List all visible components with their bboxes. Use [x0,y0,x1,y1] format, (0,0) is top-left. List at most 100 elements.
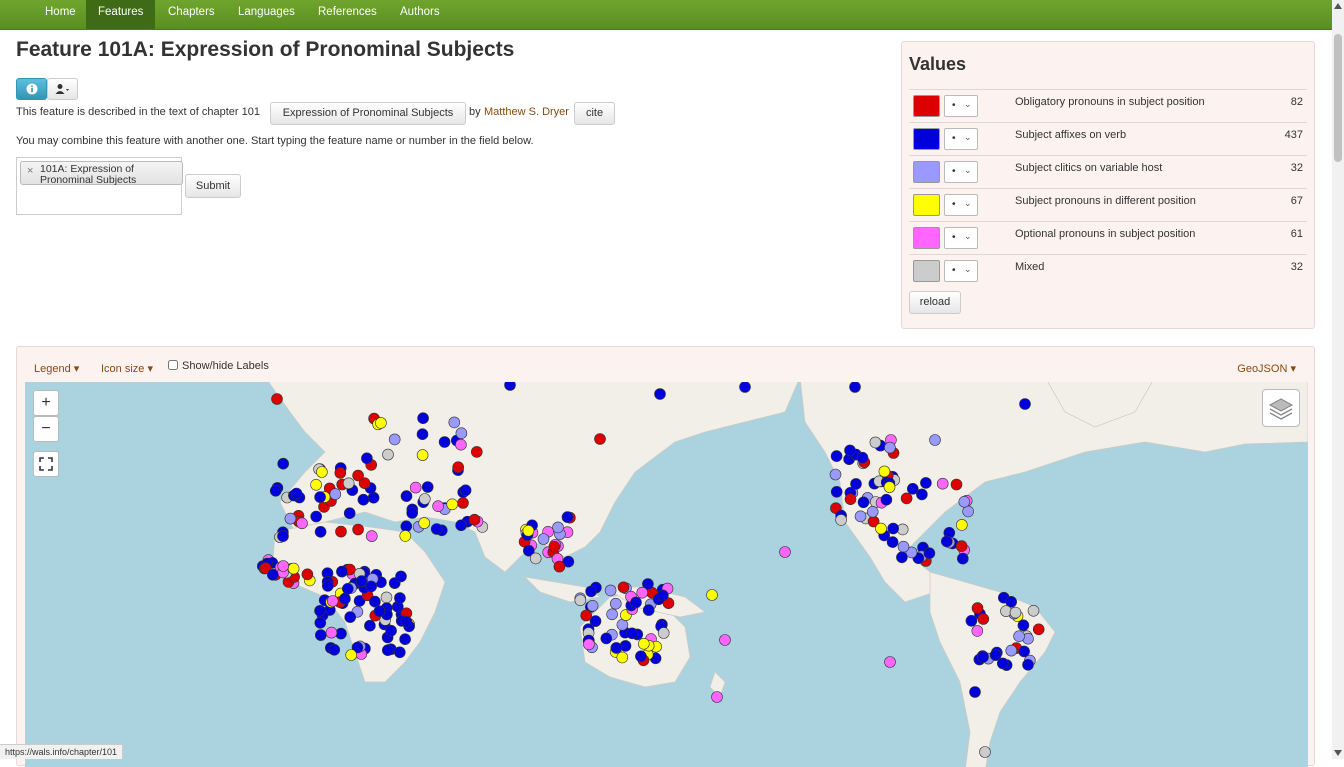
language-point[interactable] [406,507,419,519]
language-point[interactable] [561,511,574,523]
language-point[interactable] [269,485,282,497]
language-point[interactable] [849,382,861,393]
language-point[interactable] [1032,623,1045,636]
language-point[interactable] [1000,605,1012,617]
language-point[interactable] [971,602,984,614]
language-point[interactable] [866,506,879,518]
language-point[interactable] [399,633,411,646]
nav-references[interactable]: References [318,6,377,18]
scrollbar-thumb[interactable] [1334,34,1342,162]
language-point[interactable] [329,488,342,500]
language-point[interactable] [355,575,368,587]
language-point[interactable] [880,493,893,506]
value-swatch[interactable] [913,194,940,216]
language-point[interactable] [352,523,364,536]
language-point[interactable] [343,507,356,519]
language-point[interactable] [916,488,928,501]
selected-feature-tag[interactable]: × 101A: Expression of Pronominal Subject… [20,161,183,185]
language-point[interactable] [400,616,413,628]
language-point[interactable] [900,492,913,505]
language-point[interactable] [1013,630,1025,642]
language-point[interactable] [779,546,791,558]
world-map[interactable]: + − [25,382,1308,767]
language-point[interactable] [905,546,918,559]
language-point[interactable] [365,530,378,542]
value-swatch[interactable] [913,128,940,150]
nav-authors[interactable]: Authors [400,6,440,18]
language-point[interactable] [393,646,406,659]
language-point[interactable] [977,613,990,625]
language-point[interactable] [609,597,622,610]
language-points[interactable] [257,382,1045,758]
language-point[interactable] [367,491,380,504]
language-point[interactable] [956,552,969,565]
language-point[interactable] [365,580,378,593]
language-point[interactable] [380,591,393,604]
language-point[interactable] [448,416,461,429]
language-point[interactable] [452,461,465,473]
language-point[interactable] [259,562,272,574]
language-point[interactable] [310,479,322,491]
language-point[interactable] [585,585,597,598]
language-point[interactable] [548,540,561,553]
language-point[interactable] [636,586,649,599]
language-point[interactable] [830,486,843,498]
nav-features[interactable]: Features [86,0,156,29]
language-point[interactable] [314,629,327,641]
language-point[interactable] [884,441,896,454]
language-point[interactable] [314,617,327,629]
language-point[interactable] [373,605,386,617]
nav-chapters[interactable]: Chapters [168,6,215,18]
language-point[interactable] [418,517,431,529]
language-point[interactable] [706,589,718,601]
language-point[interactable] [955,540,968,552]
language-point[interactable] [844,493,857,505]
language-point[interactable] [600,632,613,645]
language-point[interactable] [562,555,575,568]
value-swatch[interactable] [913,260,940,282]
language-point[interactable] [936,477,949,490]
language-point[interactable] [923,547,936,559]
language-point[interactable] [325,626,338,639]
language-point[interactable] [604,584,617,597]
language-point[interactable] [358,477,371,489]
language-point[interactable] [929,434,941,446]
zoom-in-button[interactable]: + [33,390,59,416]
nav-home[interactable]: Home [45,6,76,18]
language-point[interactable] [400,490,413,502]
language-point[interactable] [1019,398,1031,410]
language-point[interactable] [457,497,469,509]
language-point[interactable] [335,525,347,538]
language-point[interactable] [897,540,910,553]
language-point[interactable] [430,523,443,535]
language-point[interactable] [375,417,387,429]
language-point[interactable] [1022,658,1034,671]
language-point[interactable] [290,487,303,500]
language-point[interactable] [887,522,900,535]
language-point[interactable] [616,619,629,631]
language-point[interactable] [626,627,638,640]
language-point[interactable] [654,388,666,400]
language-point[interactable] [310,510,323,523]
feature-combine-input[interactable]: × 101A: Expression of Pronominal Subject… [16,157,183,215]
language-point[interactable] [277,457,290,470]
chapter-link-button[interactable]: Expression of Pronominal Subjects [270,102,466,125]
language-point[interactable] [969,686,981,698]
language-point[interactable] [438,436,451,448]
language-point[interactable] [418,493,431,505]
language-point[interactable] [657,589,669,602]
language-point[interactable] [455,438,467,451]
language-point[interactable] [395,570,407,583]
value-swatch[interactable] [913,227,940,249]
language-point[interactable] [594,433,606,445]
language-point[interactable] [955,519,968,531]
language-point[interactable] [1005,644,1018,657]
language-point[interactable] [345,649,358,661]
language-point[interactable] [341,583,354,595]
language-point[interactable] [342,477,355,490]
layers-button[interactable] [1262,389,1300,427]
language-point[interactable] [616,651,629,664]
language-point[interactable] [446,498,459,511]
language-point[interactable] [977,651,989,663]
language-point[interactable] [989,649,1002,661]
